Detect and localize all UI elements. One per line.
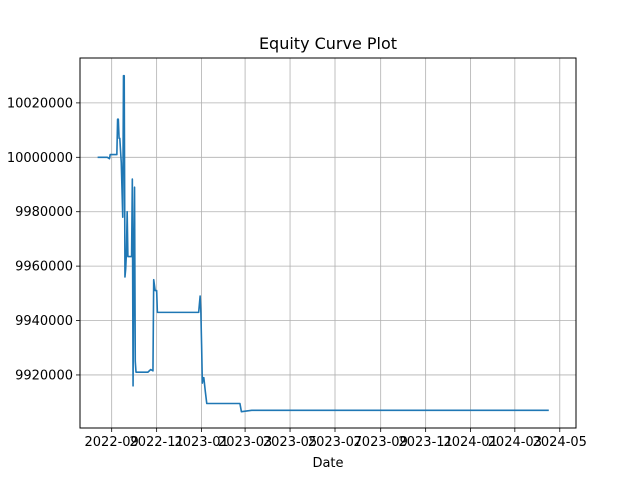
y-tick-label: 9980000 [15, 205, 73, 220]
y-tick-label: 10020000 [7, 96, 73, 111]
y-tick-label: 9940000 [15, 314, 73, 329]
grid [80, 58, 576, 428]
x-tick-label: 2023-03 [218, 435, 272, 450]
plot-frame [79, 57, 577, 429]
y-tick-label: 10000000 [7, 151, 73, 166]
x-tick-label: 2023-11 [398, 435, 452, 450]
x-tick-label: 2023-01 [174, 435, 228, 450]
y-tick-label: 9920000 [15, 368, 73, 383]
equity-line [97, 74, 549, 413]
x-axis: 2022-092022-112023-012023-032023-052023-… [85, 428, 587, 450]
x-tick-label: 2022-11 [129, 435, 183, 450]
x-tick-label: 2024-03 [488, 435, 542, 450]
x-tick-label: 2024-01 [443, 435, 497, 450]
x-tick-label: 2023-07 [308, 435, 362, 450]
x-tick-label: 2023-05 [263, 435, 317, 450]
chart-title: Equity Curve Plot [259, 34, 397, 53]
y-axis: 9920000 9940000 9960000 9980000 10000000 1002… [7, 96, 80, 383]
series-layer [97, 74, 549, 413]
x-axis-label: Date [312, 456, 343, 471]
x-tick-label: 2024-05 [533, 435, 587, 450]
x-tick-label: 2023-09 [354, 435, 408, 450]
y-tick-label: 9960000 [15, 260, 73, 275]
x-tick-label: 2022-09 [85, 435, 139, 450]
